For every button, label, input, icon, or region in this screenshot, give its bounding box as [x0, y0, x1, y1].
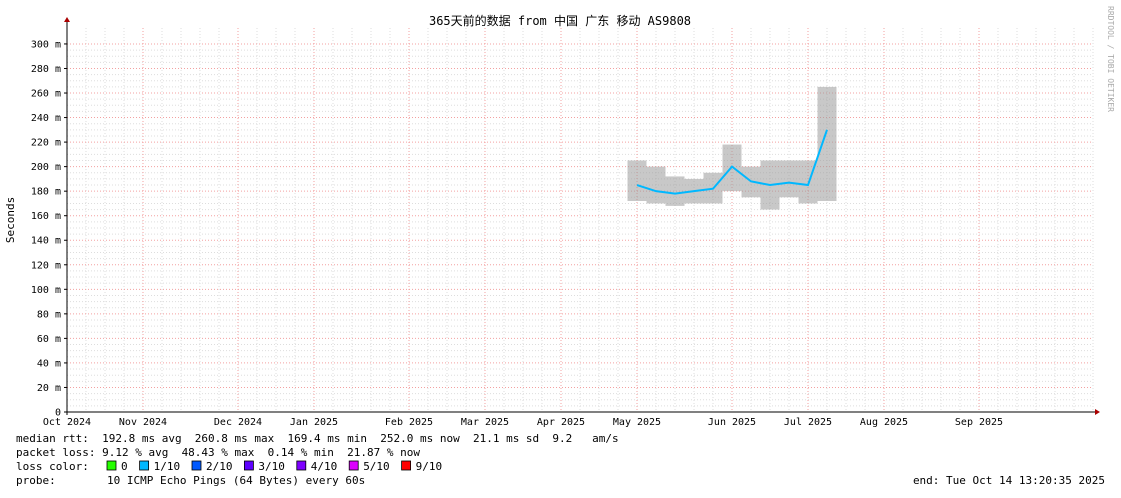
y-tick-label: 120 m [31, 260, 61, 271]
x-tick-label: Feb 2025 [385, 417, 433, 428]
probe-label: probe: [16, 474, 56, 487]
chart-title: 365天前的数据 from 中国 广东 移动 AS9808 [429, 13, 691, 28]
x-tick-label: Sep 2025 [955, 417, 1003, 428]
loss-color-label: 9/10 [416, 460, 443, 473]
y-tick-label: 100 m [31, 285, 61, 296]
x-tick-label: May 2025 [613, 417, 661, 428]
smoke-band [646, 166, 666, 204]
probe-text: 10 ICMP Echo Pings (64 Bytes) every 60s [107, 474, 365, 487]
x-tick-label: Oct 2024 [43, 417, 91, 428]
x-tick-label: Aug 2025 [860, 417, 908, 428]
x-tick-label: Jul 2025 [784, 417, 832, 428]
smoke-band [817, 86, 837, 201]
y-tick-label: 220 m [31, 138, 61, 149]
y-arrow [64, 17, 70, 22]
y-tick-label: 200 m [31, 162, 61, 173]
x-tick-label: Dec 2024 [214, 417, 262, 428]
y-tick-label: 180 m [31, 187, 61, 198]
y-tick-label: 300 m [31, 39, 61, 50]
loss-color-swatch [243, 460, 254, 471]
x-tick-label: Jun 2025 [708, 417, 756, 428]
median-line [636, 129, 828, 195]
smoke-band [665, 176, 685, 206]
loss-color-label: 0 [121, 460, 128, 473]
loss-color-swatch [296, 460, 307, 471]
x-arrow [1095, 409, 1100, 415]
x-tick-label: Jan 2025 [290, 417, 338, 428]
side-label: RRDTOOL / TOBI OETIKER [1106, 6, 1115, 112]
smoke-band [627, 160, 647, 201]
loss-color-label: 5/10 [363, 460, 390, 473]
loss-color-swatch [191, 460, 202, 471]
x-tick-label: Mar 2025 [461, 417, 509, 428]
x-tick-label: Apr 2025 [537, 417, 585, 428]
y-tick-label: 0 [55, 408, 61, 419]
median-stats: median rtt: 192.8 ms avg 260.8 ms max 16… [16, 432, 619, 445]
x-tick-label: Nov 2024 [119, 417, 167, 428]
loss-color-label: 1/10 [154, 460, 181, 473]
y-tick-label: 80 m [37, 309, 61, 320]
loss-color-swatch [348, 460, 359, 471]
loss-color-label: 3/10 [258, 460, 285, 473]
y-tick-label: 140 m [31, 236, 61, 247]
y-tick-label: 160 m [31, 211, 61, 222]
loss-color-label: 4/10 [311, 460, 338, 473]
y-tick-label: 280 m [31, 64, 61, 75]
grid [66, 28, 1094, 413]
end-time: end: Tue Oct 14 13:20:35 2025 [913, 474, 1105, 487]
y-tick-label: 20 m [37, 383, 61, 394]
loss-color-swatch [106, 460, 117, 471]
y-tick-label: 60 m [37, 334, 61, 345]
y-axis-label: Seconds [4, 197, 17, 243]
loss-color-label: loss color: [16, 460, 89, 473]
loss-color-swatch [139, 460, 150, 471]
loss-color-label: 2/10 [206, 460, 233, 473]
smoke-band [779, 160, 799, 198]
y-tick-label: 40 m [37, 358, 61, 369]
legend: median rtt: 192.8 ms avg 260.8 ms max 16… [16, 432, 1105, 487]
y-tick-label: 260 m [31, 89, 61, 100]
y-tick-label: 240 m [31, 113, 61, 124]
loss-color-swatch [401, 460, 412, 471]
loss-stats: packet loss: 9.12 % avg 48.43 % max 0.14… [16, 446, 420, 459]
